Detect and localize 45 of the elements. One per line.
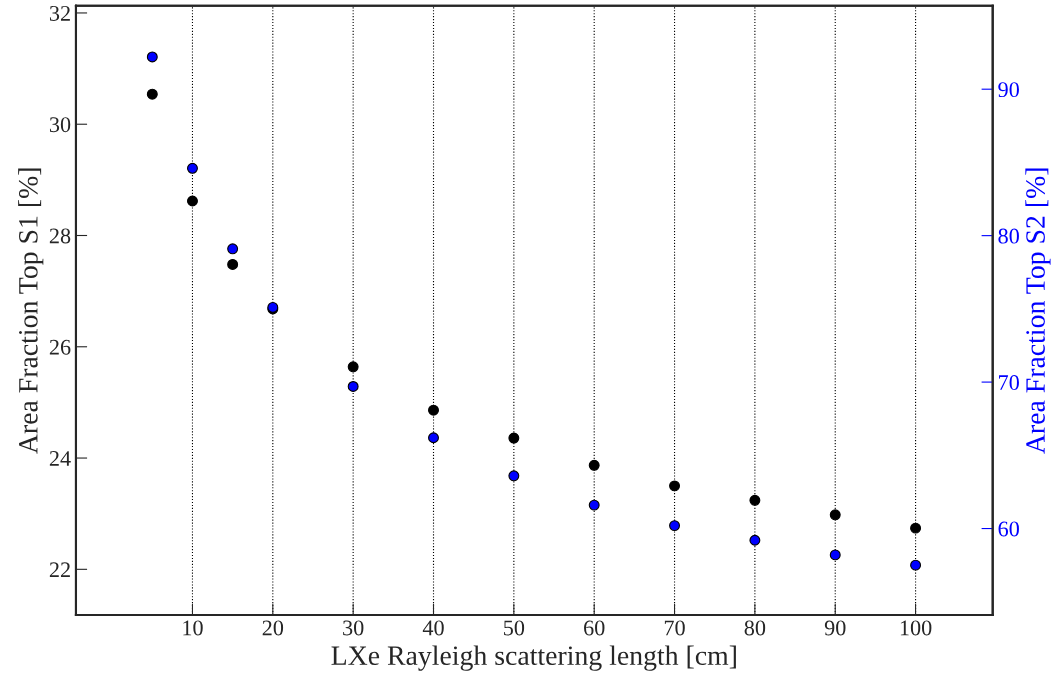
- y2-tick-label: 80: [998, 228, 1019, 244]
- x-tick-label: 20: [262, 620, 284, 636]
- point: [749, 534, 761, 546]
- x-axis-title: LXe Rayleigh scattering length [cm]: [331, 645, 736, 671]
- y-axis-title: Area Fraction Top S1 [%]: [18, 168, 44, 454]
- point: [508, 432, 520, 444]
- y-tick-label: 32: [49, 5, 70, 21]
- point: [669, 480, 681, 492]
- x-tick-label: 80: [744, 620, 766, 636]
- point: [187, 162, 198, 174]
- y-tick-label: 26: [49, 339, 71, 355]
- point: [428, 432, 439, 444]
- point: [508, 470, 520, 482]
- point: [829, 549, 841, 561]
- point: [669, 520, 681, 532]
- point: [227, 243, 239, 255]
- y2-axis-title: Area Fraction Top S2 [%]: [1025, 168, 1051, 454]
- y2-tick-label: 60: [998, 521, 1019, 537]
- point: [588, 499, 600, 511]
- point: [910, 522, 922, 534]
- x-tick-label: 60: [584, 620, 605, 636]
- x-tick-label: 90: [824, 620, 846, 636]
- x-tick-label: 100: [900, 620, 932, 636]
- y-tick-label: 30: [49, 117, 71, 133]
- point: [187, 195, 198, 207]
- y-tick-label: 24: [49, 451, 71, 466]
- point: [749, 494, 761, 506]
- point: [829, 509, 841, 521]
- point: [428, 404, 439, 416]
- y2-tick-label: 90: [998, 82, 1019, 98]
- y-tick-label: 28: [49, 228, 71, 244]
- point: [347, 381, 359, 392]
- point: [146, 88, 158, 100]
- point: [588, 459, 600, 471]
- x-tick-label: 50: [504, 620, 525, 636]
- y2-tick-label: 70: [999, 375, 1019, 391]
- x-tick-label: 70: [664, 620, 685, 636]
- point: [227, 258, 239, 270]
- point: [910, 559, 922, 571]
- x-tick-label: 30: [343, 620, 364, 636]
- x-tick-label: 10: [183, 620, 203, 636]
- y-tick-label: 22: [49, 562, 70, 578]
- point: [146, 51, 158, 63]
- point: [347, 361, 359, 373]
- x-tick-label: 40: [422, 620, 444, 636]
